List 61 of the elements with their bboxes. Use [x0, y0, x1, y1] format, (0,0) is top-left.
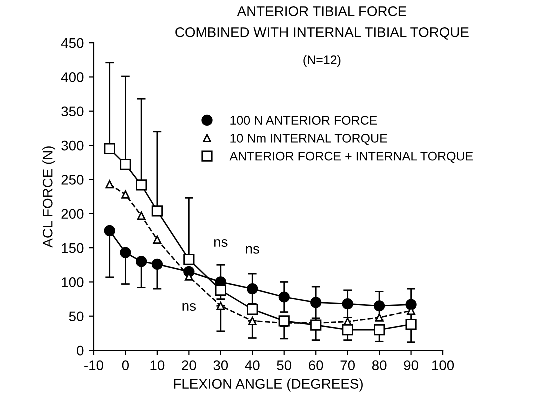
y-tick-label: 150	[62, 243, 84, 254]
point	[216, 302, 226, 310]
point	[342, 324, 354, 336]
legend-label: 10 Nm INTERNAL TORQUE	[230, 134, 388, 146]
x-tick-label: 40	[245, 360, 260, 370]
x-tick-label: 60	[309, 360, 324, 370]
point	[374, 324, 386, 336]
point	[106, 180, 114, 189]
x-tick-label: 70	[340, 360, 356, 370]
point	[184, 254, 195, 266]
y-tick-label: 450	[61, 38, 84, 48]
point	[406, 299, 417, 310]
point	[152, 206, 163, 217]
point	[120, 247, 132, 258]
point	[375, 314, 384, 322]
text: (N=12)	[304, 55, 341, 67]
x-tick-label: 10	[150, 360, 165, 370]
legend-label: 100 N ANTERIOR FORCE	[230, 116, 378, 125]
y-tick-label: 50	[69, 312, 84, 322]
x-axis-title: FLEXION ANGLE (DEGREES)	[174, 378, 363, 392]
y-tick-label: 300	[62, 140, 84, 151]
x-tick-label: 50	[277, 360, 292, 370]
x-tick-label: 0	[122, 360, 130, 370]
x-tick-label: 100	[432, 360, 454, 370]
point	[120, 159, 132, 170]
point	[278, 292, 290, 303]
y-axis-title: ACL FORCE (N)	[42, 146, 56, 248]
point	[137, 212, 146, 220]
point	[153, 236, 162, 244]
point	[310, 297, 322, 308]
x-tick-label: 80	[372, 360, 387, 370]
x-tick-label: -10	[84, 360, 104, 370]
point	[247, 304, 258, 316]
x-tick-label: 20	[182, 360, 196, 370]
point	[374, 300, 386, 312]
annotation: ns	[182, 303, 196, 312]
point	[248, 317, 257, 326]
point	[104, 225, 116, 237]
point	[247, 283, 258, 295]
point	[152, 258, 163, 270]
x-tick-label: 30	[214, 360, 228, 370]
point	[406, 319, 417, 330]
y-tick-label: 250	[62, 175, 84, 185]
point	[104, 143, 116, 155]
point	[136, 180, 148, 191]
point	[342, 298, 354, 310]
y-tick-label: 350	[62, 106, 84, 117]
y-tick-label: 200	[62, 209, 84, 220]
point	[310, 320, 322, 331]
y-tick-label: 400	[61, 72, 84, 82]
legend-label: ANTERIOR FORCE + INTERNAL TORQUE	[230, 152, 474, 164]
point	[278, 316, 290, 327]
point	[215, 284, 226, 296]
point	[122, 190, 130, 199]
annotation: ns	[214, 239, 228, 248]
point	[136, 256, 148, 268]
y-tick-label: 0	[77, 346, 84, 356]
chart-title: ANTERIOR TIBIAL FORCE COMBINED WITH INTERNAL TIBIAL TORQUE	[176, 6, 469, 40]
annotation: ns	[246, 246, 260, 254]
y-tick-label: 100	[62, 278, 84, 288]
x-tick-label: 90	[404, 360, 418, 370]
